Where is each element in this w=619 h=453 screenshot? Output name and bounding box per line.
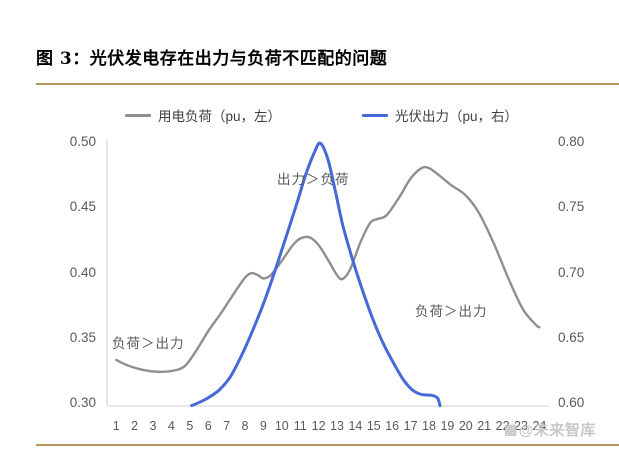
y-axis-label-right: 0.60 bbox=[558, 395, 585, 410]
y-axis-label-left: 0.40 bbox=[69, 264, 96, 280]
x-axis-label: 18 bbox=[422, 419, 436, 433]
x-axis-label: 24 bbox=[532, 419, 547, 433]
legend-item-pv: 光伏出力（pu，右） bbox=[362, 104, 518, 126]
x-axis-label: 21 bbox=[477, 419, 492, 433]
x-axis-label: 2 bbox=[131, 419, 139, 433]
x-axis-label: 3 bbox=[149, 419, 157, 433]
y-axis-label-right: 0.75 bbox=[558, 199, 585, 215]
x-axis-label: 8 bbox=[241, 419, 249, 433]
x-axis-label: 11 bbox=[293, 419, 307, 433]
x-axis-label: 6 bbox=[204, 419, 212, 433]
pv-line-swatch bbox=[362, 113, 388, 117]
y-axis-label-left: 0.45 bbox=[69, 199, 96, 215]
x-axis-label: 14 bbox=[348, 419, 363, 433]
legend-label-load: 用电负荷（pu，左） bbox=[158, 109, 282, 124]
x-axis-label: 9 bbox=[259, 419, 267, 433]
x-axis-label: 22 bbox=[495, 419, 510, 433]
x-axis-label: 19 bbox=[440, 419, 455, 433]
x-axis-label: 4 bbox=[167, 419, 175, 433]
x-axis-label: 5 bbox=[186, 419, 194, 433]
x-axis-label: 10 bbox=[274, 419, 289, 433]
bottom-rule bbox=[36, 444, 619, 446]
legend-item-load: 用电负荷（pu，左） bbox=[125, 104, 281, 126]
y-axis-label-right: 0.65 bbox=[558, 329, 585, 345]
y-axis-label-right: 0.70 bbox=[558, 264, 585, 280]
load-line-swatch bbox=[125, 113, 151, 117]
x-axis-label: 12 bbox=[311, 419, 326, 433]
y-axis-label-right: 0.80 bbox=[558, 134, 585, 149]
watermark-logo-icon: ▦ bbox=[504, 420, 518, 437]
x-axis-label: 23 bbox=[514, 419, 528, 433]
x-axis-label: 16 bbox=[385, 419, 400, 433]
title-underline bbox=[36, 83, 619, 85]
annotation-output-gt-load: 出力＞负荷 bbox=[277, 172, 350, 187]
y-axis-label-left: 0.50 bbox=[69, 134, 96, 149]
y-axis-label-left: 0.35 bbox=[69, 329, 96, 345]
watermark-text: @未来智库 bbox=[518, 421, 596, 439]
x-axis-label: 7 bbox=[223, 419, 231, 433]
annotation-load-gt-output-right: 负荷＞出力 bbox=[415, 304, 488, 319]
x-axis-label: 1 bbox=[112, 419, 120, 433]
x-axis-label: 13 bbox=[330, 419, 344, 433]
figure-title: 图 3：光伏发电存在出力与负荷不匹配的问题 bbox=[36, 49, 388, 69]
watermark: ▦ @未来智库 bbox=[504, 419, 596, 439]
legend-label-pv: 光伏出力（pu，右） bbox=[395, 109, 519, 124]
x-axis-label: 17 bbox=[403, 419, 418, 433]
annotation-load-gt-output-left: 负荷＞出力 bbox=[112, 336, 185, 351]
chart-legend: 用电负荷（pu，左） 光伏出力（pu，右） bbox=[0, 104, 619, 126]
x-axis-label: 20 bbox=[458, 419, 473, 433]
x-axis-label: 15 bbox=[366, 419, 381, 433]
y-axis-label-left: 0.30 bbox=[69, 395, 96, 410]
